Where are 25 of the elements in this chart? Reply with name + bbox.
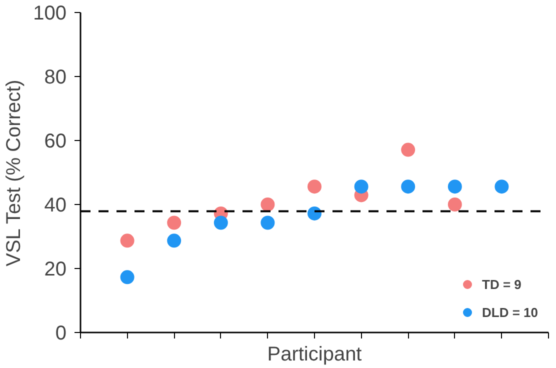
- point: [354, 180, 368, 194]
- point: [308, 180, 322, 194]
- y-tick-label: 20: [44, 258, 67, 280]
- y-axis-title: VSL Test (% Correct): [3, 80, 26, 266]
- y-tick-label: 0: [55, 322, 66, 344]
- point: [260, 216, 275, 230]
- y-tick-label: 100: [33, 2, 67, 24]
- point: [120, 270, 134, 284]
- legend-label: DLD = 10: [482, 304, 538, 320]
- point: [448, 198, 462, 212]
- y-tick-label: 40: [44, 194, 67, 216]
- point: [214, 216, 228, 230]
- y-tick-label: 80: [44, 66, 67, 88]
- point: [120, 234, 134, 248]
- legend-label: TD = 9: [482, 276, 522, 292]
- point: [167, 234, 182, 248]
- point: [308, 206, 322, 220]
- point: [494, 180, 509, 194]
- point: [401, 180, 416, 194]
- point: [448, 180, 462, 194]
- point: [401, 142, 416, 157]
- point: [260, 198, 275, 212]
- y-tick-label: 60: [44, 130, 67, 152]
- point: [167, 216, 182, 230]
- x-axis-title: Participant: [267, 344, 362, 366]
